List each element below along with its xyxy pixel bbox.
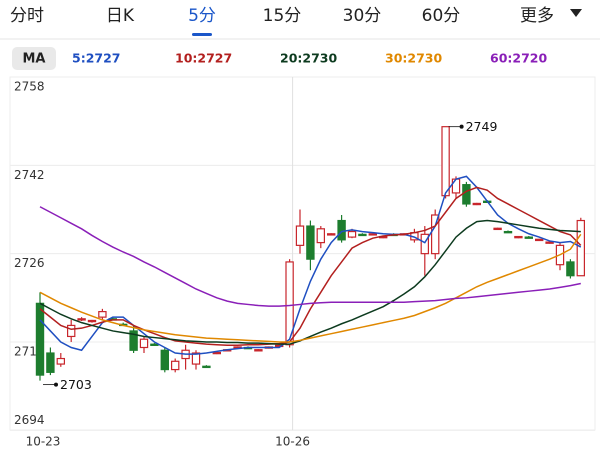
legend-entry: 60:2720 bbox=[490, 51, 547, 66]
candle-body bbox=[306, 225, 315, 260]
ma-line bbox=[39, 186, 582, 347]
y-tick-label: 2726 bbox=[14, 256, 45, 270]
candle-body bbox=[534, 238, 544, 242]
ma-line bbox=[39, 175, 582, 355]
candle-body bbox=[87, 319, 97, 323]
candle-body bbox=[316, 228, 326, 244]
candle-body bbox=[327, 233, 336, 236]
candle-body bbox=[566, 261, 575, 277]
candle-body bbox=[150, 343, 159, 346]
candle-body bbox=[524, 236, 534, 239]
candle-body bbox=[77, 318, 86, 321]
extreme-label: 2749 bbox=[466, 119, 498, 134]
extreme-label: 2703 bbox=[60, 377, 92, 392]
candle-body bbox=[56, 357, 66, 365]
tab[interactable]: 30分 bbox=[343, 6, 382, 26]
tab[interactable]: 60分 bbox=[422, 6, 461, 26]
candle-body bbox=[160, 349, 169, 371]
candle-body bbox=[191, 352, 201, 365]
y-tick-label: 2742 bbox=[14, 168, 45, 182]
active-tab-underline bbox=[192, 33, 212, 36]
tab[interactable]: 15分 bbox=[263, 6, 302, 26]
ma-button[interactable] bbox=[12, 47, 56, 70]
candle-body bbox=[451, 178, 461, 194]
extreme-dot bbox=[459, 124, 464, 129]
candle-body bbox=[66, 324, 76, 338]
candle-body bbox=[431, 214, 440, 255]
legend-entry: 10:2727 bbox=[175, 51, 232, 66]
ma-line bbox=[39, 219, 581, 345]
candle-body bbox=[254, 349, 263, 352]
tab[interactable]: 更多 bbox=[520, 6, 554, 26]
candle-body bbox=[202, 365, 211, 369]
tab[interactable]: 分时 bbox=[10, 6, 44, 26]
candle-body bbox=[358, 233, 367, 237]
candle-body bbox=[98, 311, 107, 318]
candle-body bbox=[35, 302, 45, 376]
candle-body bbox=[472, 202, 482, 206]
extreme-dot bbox=[54, 382, 58, 387]
candle-body bbox=[576, 219, 586, 277]
legend-entry: 20:2730 bbox=[280, 51, 337, 66]
candle-body bbox=[129, 330, 138, 351]
tab[interactable]: 5分 bbox=[188, 6, 216, 26]
legend-entry: 30:2730 bbox=[385, 51, 442, 66]
x-tick-label: 10-26 bbox=[275, 435, 310, 449]
candle-body bbox=[46, 352, 55, 373]
dropdown-arrow[interactable] bbox=[570, 9, 582, 17]
ma-line bbox=[39, 233, 582, 343]
candle-body bbox=[275, 344, 284, 348]
candle-body bbox=[368, 233, 378, 236]
tab[interactable]: 日K bbox=[106, 6, 135, 26]
candle-body bbox=[545, 241, 554, 244]
ma-button-label[interactable]: MA bbox=[23, 52, 46, 67]
x-tick-label: 10-23 bbox=[26, 435, 61, 449]
candle-body bbox=[139, 338, 149, 349]
candle-body bbox=[347, 230, 357, 238]
legend-entry: 5:2727 bbox=[72, 51, 121, 66]
candle-body bbox=[171, 360, 180, 371]
candle-body bbox=[212, 351, 221, 355]
candle-body bbox=[503, 230, 513, 234]
candle-body bbox=[337, 219, 346, 241]
candle-body bbox=[462, 184, 471, 205]
ma-line bbox=[39, 206, 581, 307]
candle-body bbox=[420, 233, 430, 255]
y-tick-label: 2694 bbox=[14, 413, 45, 427]
candle-body bbox=[493, 227, 502, 231]
y-tick-label: 2758 bbox=[14, 80, 45, 94]
candle-body bbox=[514, 235, 523, 239]
candle-body bbox=[295, 225, 305, 246]
candle-body bbox=[441, 126, 450, 197]
